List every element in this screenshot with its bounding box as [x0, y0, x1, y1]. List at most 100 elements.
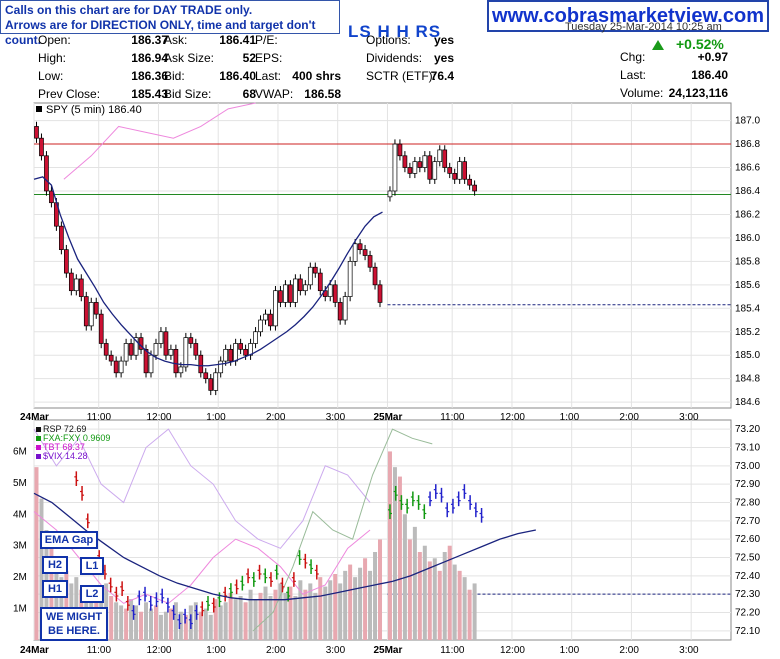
candle-body — [362, 249, 368, 256]
y-tick-label: 184.6 — [735, 397, 760, 408]
quote-row: Volume: 24,123,116 — [620, 86, 728, 103]
y2-tick-label: 72.90 — [735, 479, 760, 490]
candle-body — [437, 149, 443, 163]
candle-body — [68, 272, 74, 292]
l1-label: L1 — [80, 557, 104, 575]
candle-body — [332, 284, 338, 303]
x-tick-label: 1:00 — [560, 645, 580, 656]
candle-body — [238, 343, 243, 350]
quote-value: 68 — [242, 87, 256, 101]
volume-bar — [258, 592, 263, 640]
x-tick-label: 12:00 — [500, 412, 525, 423]
volume-bar — [114, 602, 119, 640]
volume-bar — [452, 564, 457, 640]
candle-body — [118, 360, 124, 374]
quote-row: Prev Close: 185.43 — [38, 87, 168, 104]
h1-label: H1 — [42, 580, 68, 598]
volume-bar — [233, 599, 238, 640]
candle-body — [93, 302, 99, 315]
x-tick-label: 12:00 — [146, 645, 171, 656]
candle-body — [143, 348, 149, 374]
vix-line — [33, 428, 371, 549]
quote-label: Prev Close: — [38, 87, 101, 101]
candle-body — [223, 348, 229, 362]
volume-bar — [343, 570, 348, 640]
volume-bar — [178, 611, 183, 640]
y-tick-label: 186.6 — [735, 163, 760, 174]
x-tick-label: 24Mar — [20, 412, 49, 423]
candle-body — [113, 360, 119, 374]
volume-bar — [412, 526, 417, 640]
candle-body — [193, 343, 199, 356]
candle-body — [347, 261, 353, 297]
candle-body — [228, 348, 234, 362]
volume-bar — [39, 498, 44, 640]
quote-value: 186.40 — [691, 68, 728, 82]
volume-bar — [213, 599, 218, 640]
candle-body — [123, 343, 129, 362]
candle-body — [432, 161, 438, 180]
candle-body — [452, 173, 458, 180]
quote-value: 186.94 — [131, 51, 168, 65]
candle-body — [128, 343, 134, 356]
candle-body — [342, 296, 348, 321]
candle-body — [357, 243, 363, 250]
volume-bar — [119, 605, 124, 640]
site-url[interactable]: www.cobrasmarketview.com — [487, 0, 769, 32]
candle-body — [253, 331, 258, 344]
x-tick-label: 2:00 — [266, 645, 286, 656]
y2-tick-label: 72.80 — [735, 498, 760, 509]
quote-label: High: — [38, 51, 67, 65]
quote-label: Last: — [255, 69, 282, 83]
indicator-legend: TBT 68.37 — [43, 442, 85, 452]
volume-bar — [373, 552, 378, 640]
quote-label: Chg: — [620, 50, 646, 64]
volume-tick-label: 1M — [13, 604, 27, 615]
ema-gap-label: EMA Gap — [40, 531, 98, 549]
h2-label: H2 — [42, 556, 68, 574]
volume-bar — [144, 602, 149, 640]
volume-bar — [158, 614, 163, 640]
candle-body — [218, 360, 224, 374]
volume-bar — [208, 614, 213, 640]
candle-body — [39, 137, 44, 157]
quote-row: Last: 400 shrs — [255, 69, 341, 86]
x-tick-label: 12:00 — [500, 645, 525, 656]
volume-bar — [64, 570, 69, 640]
quote-column-4: Options: yes Dividends: yes SCTR (ETF): 76.4 — [366, 33, 454, 101]
quote-row: SCTR (ETF): 76.4 — [366, 69, 454, 86]
quote-row: P/E: — [255, 33, 341, 50]
volume-tick-label: 5M — [13, 478, 27, 489]
candle-body — [312, 266, 318, 274]
candle-body — [208, 378, 214, 391]
y2-tick-label: 72.10 — [735, 626, 760, 637]
candle-body — [198, 354, 204, 374]
quote-value: 186.41 — [219, 33, 256, 47]
y2-tick-label: 72.50 — [735, 553, 760, 564]
y2-tick-label: 72.20 — [735, 608, 760, 619]
candle-body — [173, 348, 179, 374]
candle-body — [447, 167, 453, 174]
x-tick-label: 11:00 — [87, 412, 112, 423]
volume-bar — [472, 583, 477, 640]
volume-bar — [353, 577, 358, 640]
quote-value: 186.36 — [131, 69, 168, 83]
candle-body — [457, 161, 463, 180]
volume-bar — [442, 552, 447, 640]
x-tick-label: 1:00 — [206, 412, 226, 423]
y-tick-label: 186.0 — [735, 233, 760, 244]
might-line-2: BE HERE. — [48, 625, 100, 637]
candle-body — [49, 190, 54, 204]
candle-body — [442, 149, 448, 168]
volume-bar — [54, 561, 59, 640]
quote-label: VWAP: — [255, 87, 294, 101]
quote-value: 76.4 — [430, 69, 454, 83]
might-line-1: WE MIGHT — [45, 611, 103, 623]
candle-body — [327, 284, 333, 297]
notice-line-1: Calls on this chart are for DAY TRADE on… — [5, 3, 253, 17]
y2-tick-label: 73.10 — [735, 443, 760, 454]
candle-body — [158, 331, 164, 344]
volume-bar — [318, 577, 323, 640]
volume-bar — [313, 592, 318, 640]
y-tick-label: 187.0 — [735, 116, 760, 127]
